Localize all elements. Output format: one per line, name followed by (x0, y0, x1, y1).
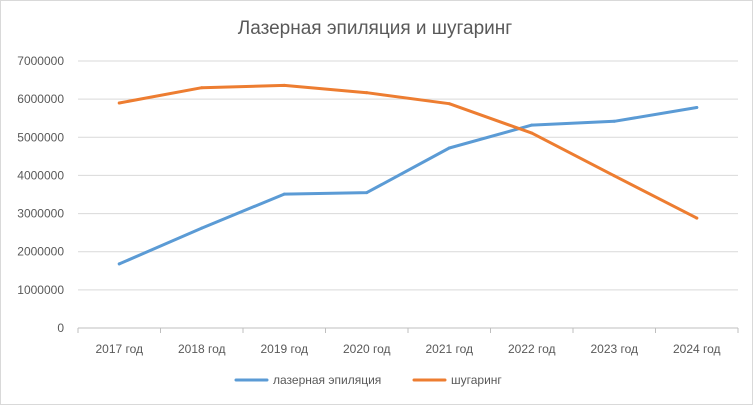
data-point (695, 216, 699, 220)
x-tick-label: 2024 год (673, 342, 721, 356)
data-point (695, 106, 699, 110)
data-point (200, 226, 204, 230)
y-tick-label: 7000000 (17, 54, 64, 68)
y-axis-tick-labels: 0 1000000 2000000 3000000 4000000 5000000 6000… (17, 54, 64, 335)
y-tick-label: 1000000 (17, 283, 64, 297)
data-point (282, 83, 286, 87)
legend-label: шугаринг (451, 373, 502, 387)
data-point (365, 91, 369, 95)
y-tick-label: 0 (57, 321, 64, 335)
x-tick-label: 2019 год (260, 342, 308, 356)
data-point (117, 262, 121, 266)
data-point (365, 191, 369, 195)
y-tick-label: 4000000 (17, 168, 64, 182)
data-point (447, 146, 451, 150)
x-tick-label: 2021 год (425, 342, 473, 356)
data-point (447, 102, 451, 106)
x-tick-label: 2018 год (178, 342, 226, 356)
data-point (530, 123, 534, 127)
x-tick-label: 2022 год (508, 342, 556, 356)
legend: лазерная эпиляция шугаринг (234, 373, 502, 387)
x-tick-label: 2023 год (590, 342, 638, 356)
gridlines (78, 60, 738, 291)
series-lines (117, 83, 699, 266)
series-line-1 (117, 106, 699, 266)
y-tick-label: 2000000 (17, 245, 64, 259)
data-point (530, 131, 534, 135)
data-point (117, 101, 121, 105)
x-axis: 2017 год 2018 год 2019 год 2020 год 2021 год… (77, 327, 739, 356)
data-point (282, 192, 286, 196)
legend-label: лазерная эпиляция (273, 373, 381, 387)
data-point (200, 86, 204, 90)
x-tick-label: 2020 год (343, 342, 391, 356)
y-tick-label: 6000000 (17, 92, 64, 106)
data-point (612, 119, 616, 123)
series-line-2 (117, 83, 699, 220)
chart-title: Лазерная эпиляция и шугаринг (238, 18, 513, 39)
y-tick-label: 5000000 (17, 130, 64, 144)
y-tick-label: 3000000 (17, 207, 64, 221)
data-point (612, 174, 616, 178)
x-tick-label: 2017 год (95, 342, 143, 356)
